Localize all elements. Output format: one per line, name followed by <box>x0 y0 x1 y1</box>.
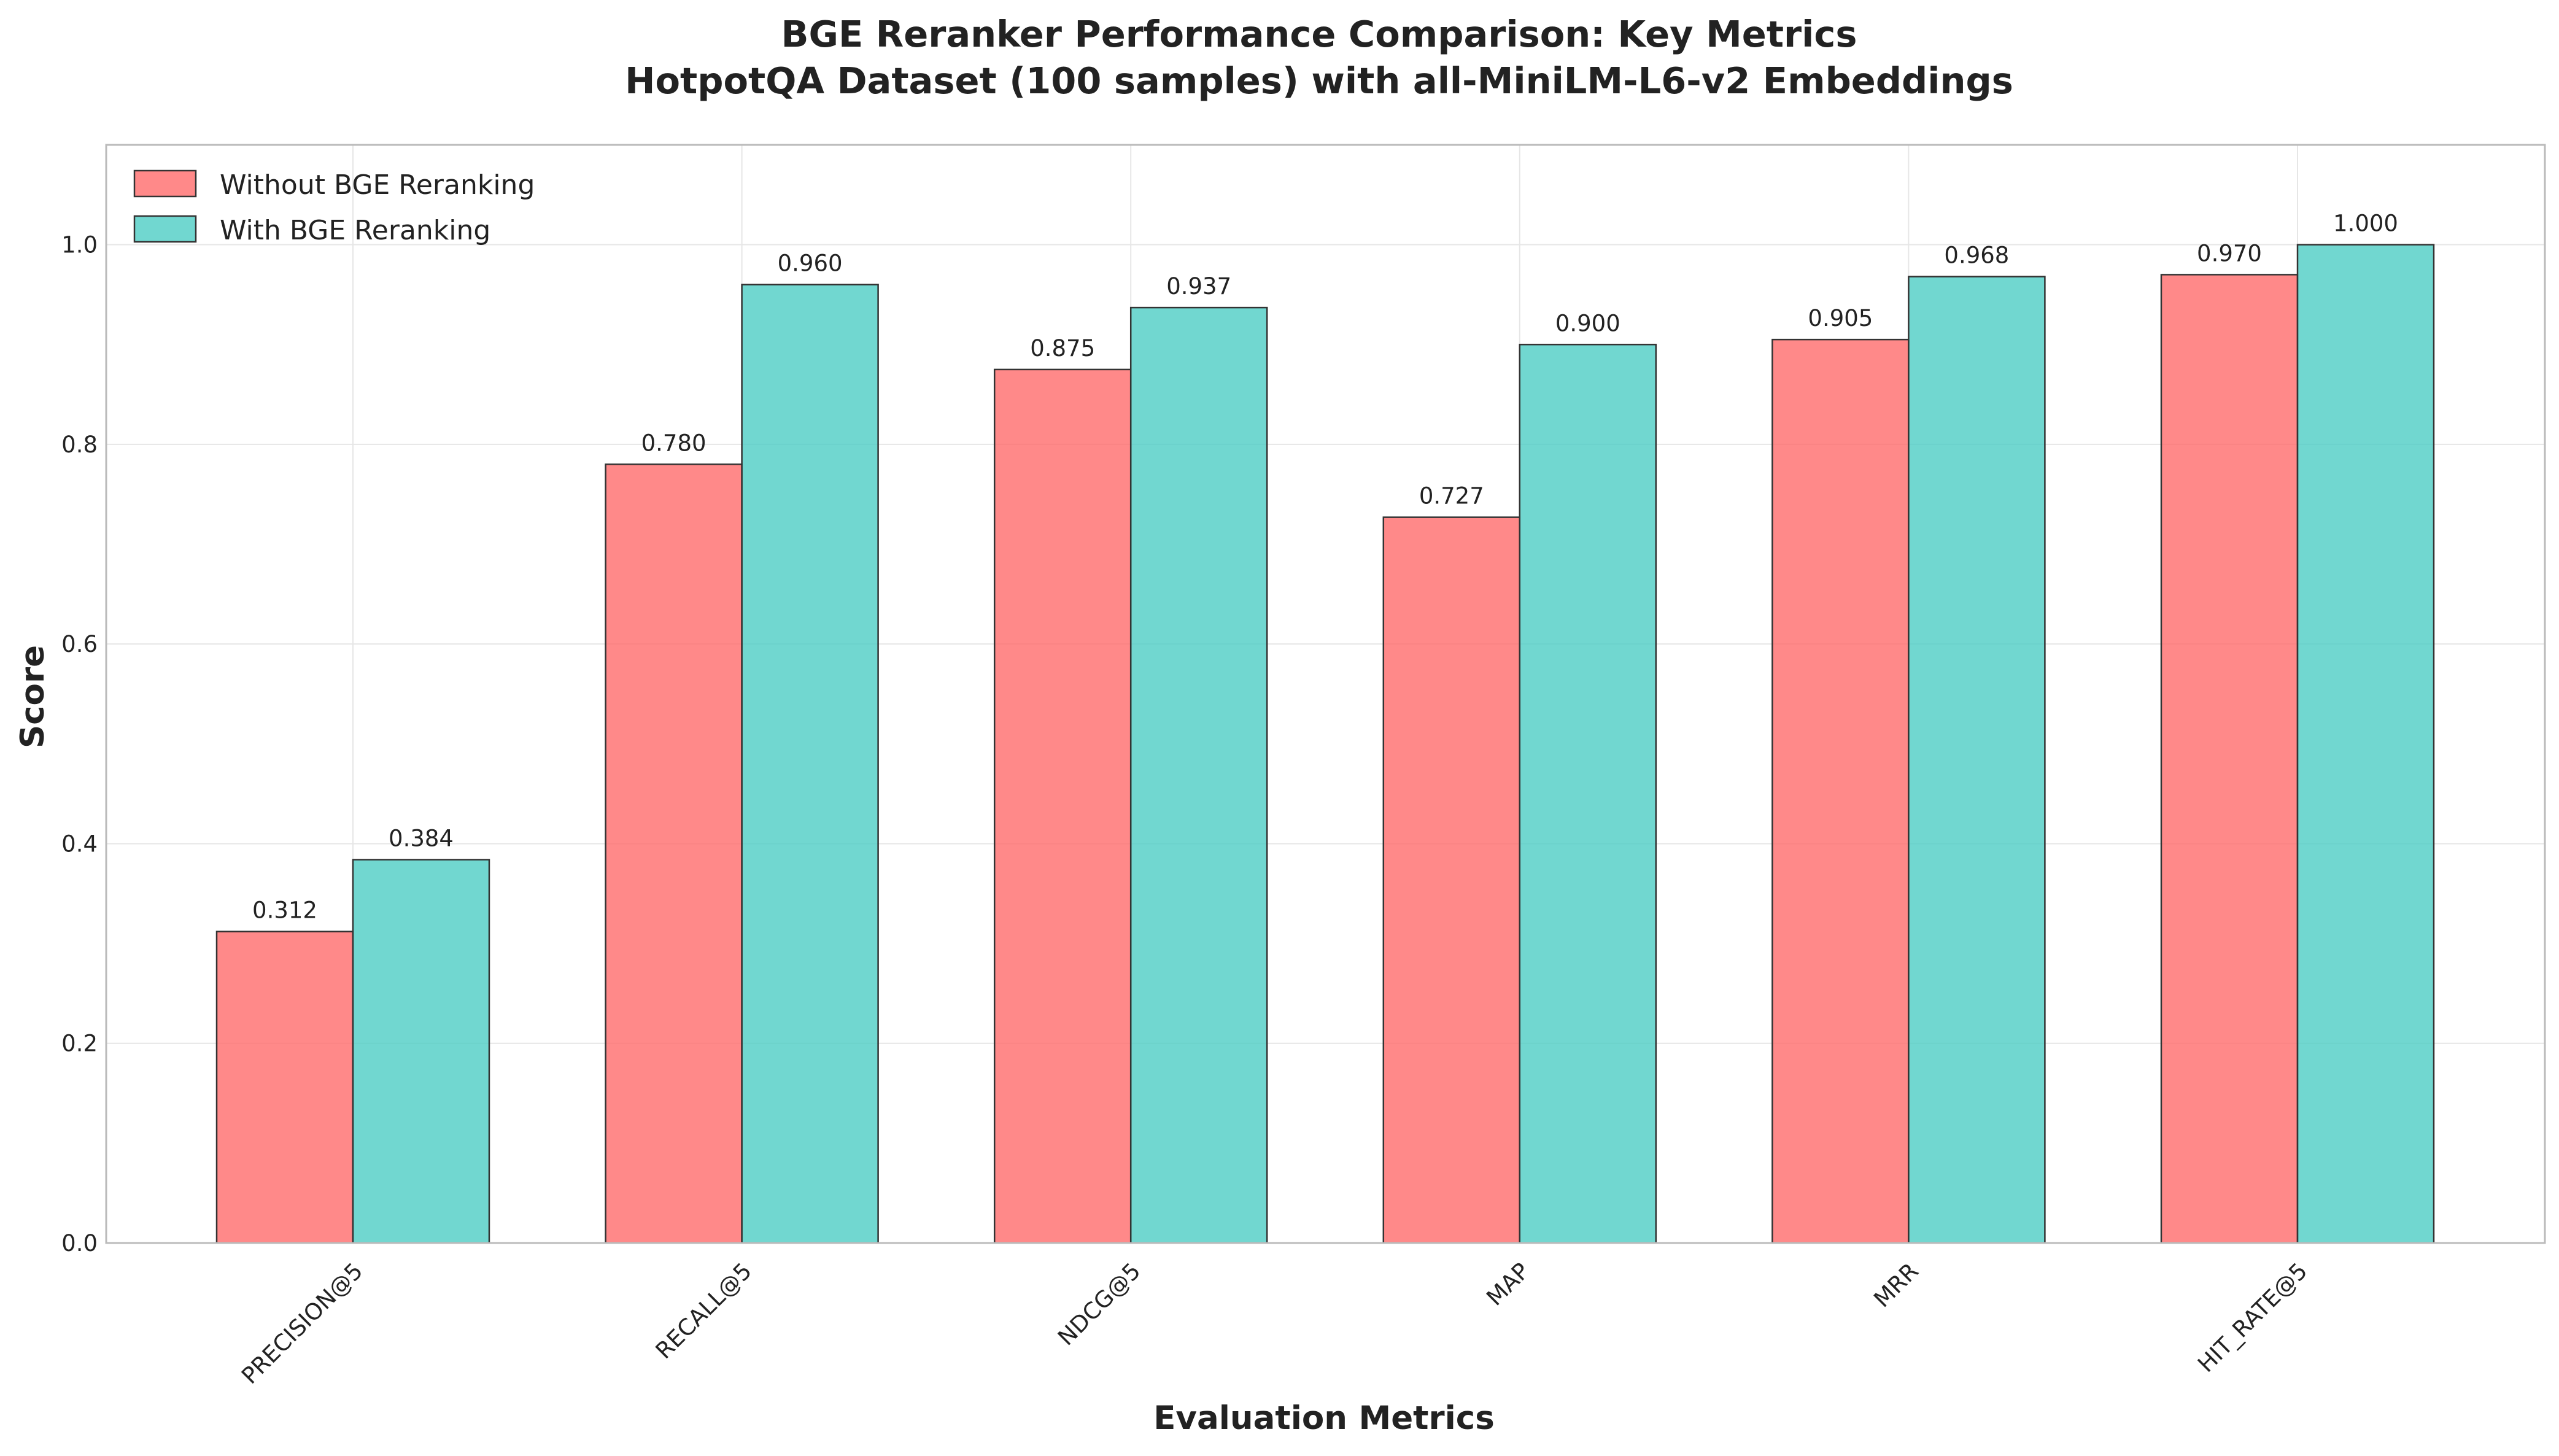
y-tick-label: 0.0 <box>61 1230 98 1257</box>
y-axis-label: Score <box>14 645 52 748</box>
bar-value-label: 0.384 <box>389 825 454 851</box>
y-axis-ticks: 0.0 0.2 0.4 0.6 0.8 1.0 <box>61 232 98 1257</box>
plot-frame <box>105 144 2546 1244</box>
bar-with-reranking-map <box>1519 344 1657 1244</box>
legend-swatch-with-reranking <box>133 215 197 243</box>
bar-with-reranking-recall-5 <box>741 284 879 1244</box>
bar-without-reranking-recall-5 <box>605 463 743 1244</box>
bar-value-label: 0.937 <box>1166 273 1231 300</box>
legend-label-with-reranking: With BGE Reranking <box>220 215 490 246</box>
x-tick-label: NDCG@5 <box>1053 1258 1145 1350</box>
bar-value-label: 0.900 <box>1555 310 1620 336</box>
bar-without-reranking-mrr <box>1771 338 1910 1244</box>
bar-value-label: 0.312 <box>252 897 317 924</box>
value-labels: 0.312 0.780 0.875 0.727 0.905 0.970 0.384 0.960… <box>252 211 2398 924</box>
bar-value-label: 0.727 <box>1419 483 1484 509</box>
bar-value-label: 0.905 <box>1808 305 1873 331</box>
y-tick-label: 0.2 <box>61 1031 98 1057</box>
bar-value-label: 0.960 <box>778 250 843 277</box>
x-tick-label: HIT_RATE@5 <box>2193 1258 2312 1377</box>
y-tick-label: 0.6 <box>61 631 98 657</box>
legend: Without BGE Reranking With BGE Reranking <box>133 169 535 246</box>
chart-title: BGE Reranker Performance Comparison: Key… <box>781 13 1857 55</box>
bar-without-reranking-map <box>1382 516 1521 1244</box>
bar-value-label: 0.875 <box>1030 335 1095 362</box>
legend-label-without-reranking: Without BGE Reranking <box>220 169 535 201</box>
bar-with-reranking-ndcg-5 <box>1129 306 1268 1244</box>
legend-swatch-without-reranking <box>133 169 197 198</box>
y-tick-label: 0.4 <box>61 831 98 857</box>
bars <box>215 244 2435 1244</box>
bar-value-label: 0.968 <box>1944 242 2009 269</box>
x-tick-label: RECALL@5 <box>651 1258 757 1364</box>
bar-without-reranking-precision-5 <box>215 931 354 1244</box>
bar-value-label: 1.000 <box>2333 211 2398 237</box>
x-tick-label: MAP <box>1482 1258 1535 1311</box>
x-tick-label: MRR <box>1868 1258 1923 1312</box>
chart-subtitle: HotpotQA Dataset (100 samples) with all-… <box>625 60 2013 102</box>
x-axis-ticks: PRECISION@5 RECALL@5 NDCG@5 MAP MRR HIT_RATE@… <box>236 1258 2312 1389</box>
bar-with-reranking-precision-5 <box>352 859 490 1244</box>
x-axis-label: Evaluation Metrics <box>1153 1400 1495 1437</box>
bar-value-label: 0.970 <box>2197 240 2262 266</box>
y-tick-label: 1.0 <box>61 232 98 258</box>
bar-value-label: 0.780 <box>641 430 707 456</box>
y-tick-label: 0.8 <box>61 432 98 458</box>
bar-with-reranking-hit-rate-5 <box>2296 244 2435 1244</box>
bar-without-reranking-ndcg-5 <box>993 368 1132 1244</box>
bar-without-reranking-hit-rate-5 <box>2160 274 2299 1244</box>
x-tick-label: PRECISION@5 <box>236 1258 368 1389</box>
bar-with-reranking-mrr <box>1908 276 2046 1244</box>
